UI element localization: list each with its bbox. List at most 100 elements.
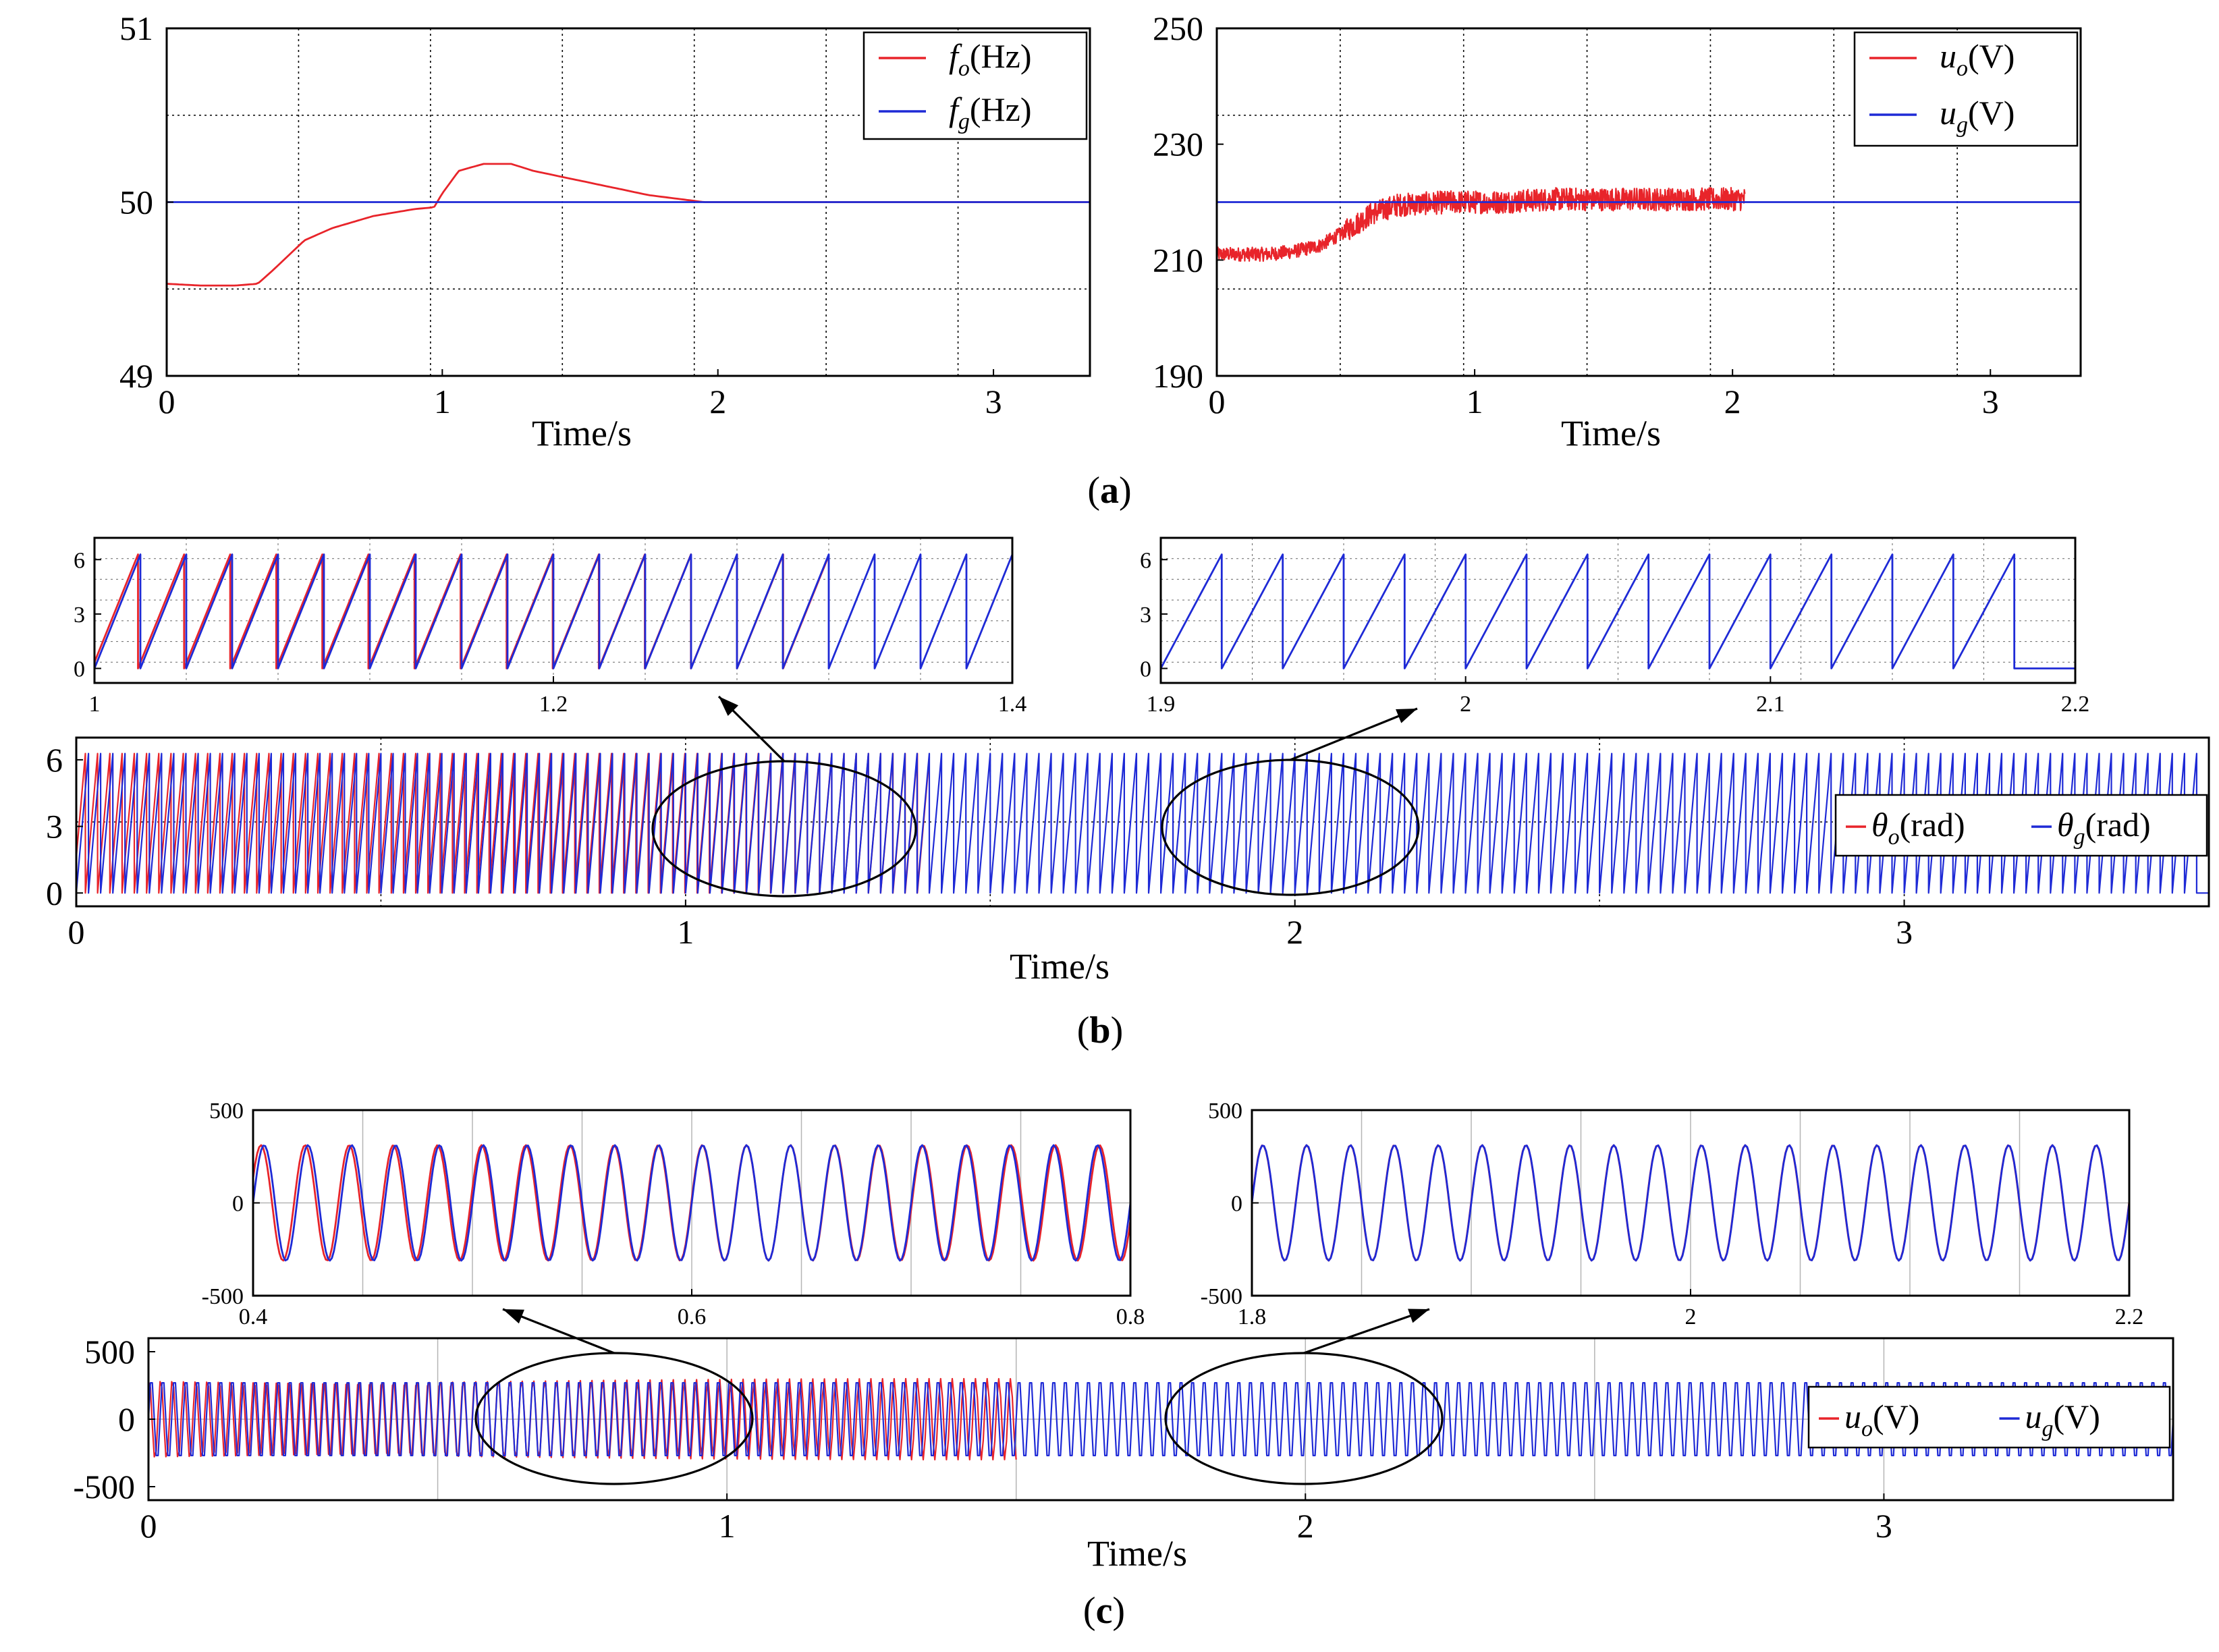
b-zoom-left-xtick-label: 1 bbox=[89, 692, 101, 717]
b-main-legend-label-red: θo(rad) bbox=[1871, 806, 1965, 850]
b-main-legend-sub: g bbox=[2074, 825, 2085, 850]
c-main-ytick-label: -500 bbox=[73, 1468, 135, 1506]
b-main-xtick-label: 3 bbox=[1896, 913, 1913, 951]
a-right-legend-main: u bbox=[1940, 94, 1956, 132]
a-left-legend bbox=[862, 31, 1088, 140]
c-zoom-left-series-blue bbox=[252, 1144, 1132, 1262]
a-right-legend-unit: (V) bbox=[1968, 94, 2015, 132]
a-right-legend-main: u bbox=[1940, 37, 1956, 75]
a-left-legend-label-red: fo(Hz) bbox=[949, 37, 1032, 81]
a-left-ytick-label: 50 bbox=[119, 184, 153, 221]
b-zoom-right-ytick-label: 6 bbox=[1140, 548, 1151, 573]
b-main-ytick-label: 6 bbox=[46, 741, 63, 779]
a-left-xlabel: Time/s bbox=[532, 413, 632, 453]
a-left-legend-sub: g bbox=[958, 109, 970, 134]
a-left-series-red bbox=[166, 163, 1090, 287]
c-zoom-right-xtick-label: 2 bbox=[1685, 1304, 1697, 1329]
a-right-ytick-label: 190 bbox=[1153, 357, 1203, 395]
b-zoom-right-xtick-label: 2 bbox=[1460, 692, 1471, 717]
c-zoom-left-ytick-label: 0 bbox=[232, 1192, 244, 1217]
b-main-legend-unit: (rad) bbox=[2085, 806, 2151, 844]
a-left-legend-unit: (Hz) bbox=[970, 90, 1032, 128]
b-zoom-right-xtick-label: 2.1 bbox=[1756, 692, 1785, 717]
b-main-legend-sub: o bbox=[1888, 825, 1900, 850]
c-main-xtick-label: 3 bbox=[1875, 1507, 1892, 1545]
zoom-arrow-c-right bbox=[1303, 1308, 1430, 1354]
b-zoom-left-axes-frame bbox=[93, 536, 1014, 684]
b-main-xtick-label: 1 bbox=[677, 913, 694, 951]
b-zoom-right-ytick-label: 3 bbox=[1140, 603, 1151, 628]
c-zoom-left-axes-frame bbox=[252, 1109, 1132, 1297]
a-left-xtick-label: 3 bbox=[985, 383, 1002, 420]
c-zoom-left-xtick-label: 0.4 bbox=[239, 1304, 268, 1329]
b-zoom-left-ytick-label: 0 bbox=[74, 657, 85, 682]
b-main-legend-unit: (rad) bbox=[1900, 806, 1965, 844]
c-main-axes-frame bbox=[147, 1337, 2174, 1502]
b-zoom-left-series-blue bbox=[93, 553, 1014, 669]
b-zoom-right-xtick-label: 2.2 bbox=[2061, 692, 2090, 717]
c-main-legend-sub: g bbox=[2042, 1416, 2054, 1441]
a-right-legend-label-red: uo(V) bbox=[1940, 37, 2015, 81]
c-main-xtick-label: 0 bbox=[140, 1507, 157, 1545]
caption-b: (b) bbox=[1077, 1010, 1123, 1051]
c-zoom-right-ytick-label: 500 bbox=[1208, 1099, 1242, 1124]
b-main-ytick-label: 0 bbox=[46, 874, 63, 912]
caption-c: (c) bbox=[1083, 1590, 1125, 1632]
b-main-legend-main: θ bbox=[2057, 806, 2074, 844]
caption-c-letter: c bbox=[1096, 1590, 1113, 1632]
a-left-axes-frame bbox=[165, 27, 1091, 377]
a-right-xtick-label: 1 bbox=[1467, 383, 1483, 420]
a-right-xtick-label: 2 bbox=[1724, 383, 1741, 420]
a-right-ytick-label: 210 bbox=[1153, 241, 1203, 279]
b-main-legend-label-blue: θg(rad) bbox=[2057, 806, 2151, 850]
c-main-xtick-label: 1 bbox=[719, 1507, 736, 1545]
b-zoom-left-xtick-label: 1.4 bbox=[998, 692, 1027, 717]
zoom-arrow-c-right-head bbox=[1408, 1309, 1429, 1323]
c-main-legend-main: u bbox=[1844, 1398, 1861, 1435]
c-zoom-right-xtick-label: 1.8 bbox=[1238, 1304, 1267, 1329]
c-zoom-right-xtick-label: 2.2 bbox=[2115, 1304, 2144, 1329]
a-left-xtick-label: 1 bbox=[434, 383, 451, 420]
c-main-legend bbox=[1807, 1385, 2171, 1449]
a-right-xlabel: Time/s bbox=[1561, 413, 1661, 453]
b-main-legend bbox=[1834, 794, 2208, 857]
c-main-xlabel: Time/s bbox=[1087, 1533, 1187, 1574]
a-right-xtick-label: 0 bbox=[1209, 383, 1226, 420]
c-main-legend-sub: o bbox=[1861, 1416, 1873, 1441]
b-main-ytick-label: 3 bbox=[46, 808, 63, 846]
a-right-legend-label-blue: ug(V) bbox=[1940, 94, 2015, 138]
b-zoom-right-axes-frame bbox=[1159, 536, 2077, 684]
a-left-legend-sub: o bbox=[958, 56, 970, 81]
b-zoom-right-xtick-label: 1.9 bbox=[1147, 692, 1176, 717]
caption-b-letter: b bbox=[1089, 1010, 1110, 1051]
a-left-xtick-label: 0 bbox=[159, 383, 175, 420]
c-zoom-left-xtick-label: 0.8 bbox=[1116, 1304, 1145, 1329]
a-right-xtick-label: 3 bbox=[1982, 383, 1999, 420]
zoom-arrow-c-left-head bbox=[503, 1309, 524, 1324]
b-main-xtick-label: 0 bbox=[68, 913, 85, 951]
zoom-arrow-b-right bbox=[1290, 707, 1418, 761]
zoom-arrow-b-left-head bbox=[719, 696, 739, 716]
zoom-arrow-b-right-head bbox=[1396, 709, 1417, 723]
a-right-ytick-label: 250 bbox=[1153, 9, 1203, 47]
c-zoom-right-ytick-label: -500 bbox=[1201, 1284, 1242, 1309]
b-zoom-left-ytick-label: 3 bbox=[74, 603, 85, 628]
c-main-ytick-label: 500 bbox=[84, 1333, 135, 1371]
c-main-legend-unit: (V) bbox=[2054, 1398, 2100, 1435]
a-right-ytick-label: 230 bbox=[1153, 126, 1203, 163]
b-zoom-left-xtick-label: 1.2 bbox=[539, 692, 568, 717]
b-main-xtick-label: 2 bbox=[1286, 913, 1303, 951]
a-right-series-red bbox=[1215, 187, 1746, 262]
a-left-ytick-label: 51 bbox=[119, 9, 153, 47]
c-main-legend-unit: (V) bbox=[1873, 1398, 1919, 1435]
b-main-xlabel: Time/s bbox=[1010, 946, 1110, 987]
c-main-series-blue bbox=[147, 1382, 2174, 1456]
c-main-xtick-label: 2 bbox=[1297, 1507, 1314, 1545]
c-zoom-left-ytick-label: -500 bbox=[202, 1284, 244, 1309]
a-right-legend bbox=[1853, 31, 2079, 147]
b-zoom-right-ytick-label: 0 bbox=[1140, 657, 1151, 682]
a-left-ytick-label: 49 bbox=[119, 357, 153, 395]
c-zoom-left-xtick-label: 0.6 bbox=[678, 1304, 707, 1329]
a-right-axes-frame bbox=[1215, 27, 2082, 377]
